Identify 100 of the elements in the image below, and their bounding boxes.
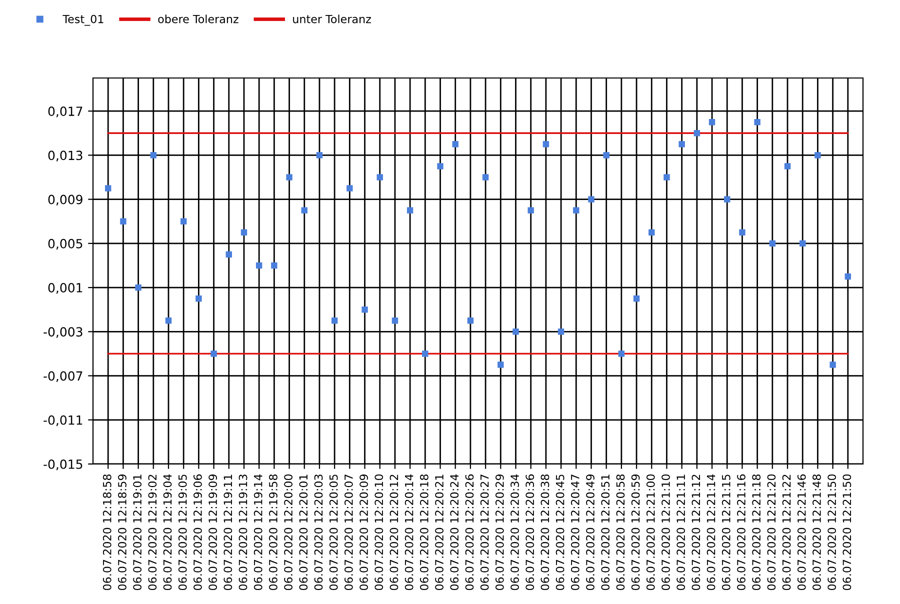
point: [256, 262, 262, 269]
point: [784, 163, 791, 170]
x-tick-label: 06.07.2020 12:20:10: [374, 474, 384, 590]
point: [542, 141, 550, 148]
point: [452, 141, 458, 148]
x-tick-label: 06.07.2020 12:20:01: [299, 474, 308, 590]
x-tick-label: 06.07.2020 12:20:00: [284, 474, 292, 590]
point: [362, 306, 368, 313]
x-tick-label: 06.07.2020 12:19:01: [133, 474, 142, 590]
point: [422, 350, 428, 357]
point: [724, 196, 730, 202]
x-tick-label: 06.07.2020 12:21:20: [767, 474, 776, 590]
legend-label: obere Toleranz: [158, 14, 238, 24]
point: [120, 218, 126, 224]
x-tick-label: 06.07.2020 12:19:05: [178, 474, 187, 590]
x-tick-label: 06.07.2020 12:19:58: [268, 474, 278, 590]
x-tick-label: 06.07.2020 12:20:12: [390, 474, 398, 590]
point: [800, 240, 806, 247]
point: [648, 229, 655, 236]
x-tick-label: 06.07.2020 12:20:03: [314, 474, 323, 590]
x-tick-label: 06.07.2020 12:20:51: [601, 474, 610, 590]
y-tick-label: 0,009: [48, 194, 82, 206]
point: [498, 362, 504, 368]
x-tick-label: 06.07.2020 12:20:09: [360, 474, 368, 590]
point: [769, 240, 776, 247]
x-tick-label: 06.07.2020 12:20:38: [540, 474, 550, 590]
point: [150, 152, 156, 158]
point: [286, 174, 292, 180]
y-tick-label: 0,001: [48, 283, 82, 294]
point: [633, 295, 640, 302]
x-tick-label: 06.07.2020 12:18:59: [118, 474, 126, 590]
x-tick-label: 06.07.2020 12:19:14: [254, 474, 262, 590]
x-tick-label: 06.07.2020 12:21:11: [676, 474, 686, 590]
x-tick-label: 06.07.2020 12:19:09: [208, 474, 218, 590]
y-tick-label: -0,003: [44, 327, 82, 338]
x-tick-label: 06.07.2020 12:20:26: [465, 474, 474, 590]
point: [210, 350, 217, 357]
x-tick-label: 06.07.2020 12:20:07: [344, 474, 353, 590]
point: [512, 328, 519, 335]
x-tick-label: 06.07.2020 12:21:46: [797, 474, 806, 590]
point: [316, 152, 323, 158]
point: [196, 295, 202, 302]
x-tick-label: 06.07.2020 12:20:34: [510, 474, 519, 590]
y-tick-label: 0,013: [48, 150, 82, 162]
point: [437, 163, 444, 170]
legend-label: Test_01: [62, 14, 104, 26]
y-tick-label: -0,007: [44, 371, 82, 382]
point: [376, 174, 383, 180]
point: [588, 196, 594, 202]
point: [739, 229, 746, 236]
x-tick-label: 06.07.2020 12:21:50: [842, 474, 852, 590]
x-tick-label: 06.07.2020 12:20:47: [570, 474, 580, 590]
point: [678, 141, 685, 148]
point: [406, 207, 414, 214]
point: [346, 185, 353, 192]
x-tick-label: 06.07.2020 12:21:22: [782, 474, 791, 590]
point: [467, 318, 474, 324]
point: [240, 229, 248, 236]
point: [392, 318, 398, 324]
x-tick-label: 06.07.2020 12:20:58: [616, 474, 625, 590]
x-tick-label: 06.07.2020 12:20:27: [480, 474, 489, 590]
x-tick-label: 06.07.2020 12:20:59: [631, 474, 640, 590]
point: [558, 328, 564, 335]
point: [135, 284, 142, 291]
x-tick-label: 06.07.2020 12:19:02: [148, 474, 157, 590]
x-tick-label: 06.07.2020 12:21:50: [828, 474, 836, 590]
x-tick-label: 06.07.2020 12:19:11: [224, 474, 232, 590]
point: [830, 362, 836, 368]
point: [844, 273, 852, 280]
y-tick-label: 0,005: [48, 238, 82, 250]
point: [226, 251, 232, 258]
point: [104, 185, 112, 192]
point: [528, 207, 534, 214]
x-tick-label: 06.07.2020 12:19:06: [194, 474, 202, 590]
x-tick-label: 06.07.2020 12:20:45: [556, 474, 564, 590]
legend-label: unter Toleranz: [293, 14, 371, 24]
point: [694, 130, 700, 136]
point: [814, 152, 821, 158]
point: [482, 174, 489, 180]
x-tick-label: 06.07.2020 12:21:14: [706, 474, 716, 590]
point: [165, 318, 172, 324]
y-tick-label: 0,017: [48, 106, 82, 118]
point: [301, 207, 308, 214]
x-tick-label: 06.07.2020 12:19:04: [163, 474, 172, 590]
x-tick-label: 06.07.2020 12:18:58: [102, 474, 112, 590]
x-tick-label: 06.07.2020 12:21:12: [692, 474, 700, 590]
x-tick-label: 06.07.2020 12:20:24: [450, 474, 459, 590]
point: [271, 262, 278, 269]
x-tick-label: 06.07.2020 12:20:29: [495, 474, 504, 590]
x-tick-label: 06.07.2020 12:21:48: [812, 474, 821, 590]
point: [618, 350, 625, 357]
x-tick-label: 06.07.2020 12:20:05: [329, 474, 338, 590]
y-tick-label: -0,011: [44, 415, 82, 426]
x-tick-label: 06.07.2020 12:20:49: [586, 474, 594, 590]
point: [603, 152, 610, 158]
y-tick-label: -0,015: [44, 459, 82, 470]
x-tick-label: 06.07.2020 12:21:16: [737, 474, 746, 590]
x-tick-label: 06.07.2020 12:20:21: [435, 474, 444, 590]
x-tick-label: 06.07.2020 12:21:00: [646, 474, 655, 590]
point: [573, 207, 580, 214]
